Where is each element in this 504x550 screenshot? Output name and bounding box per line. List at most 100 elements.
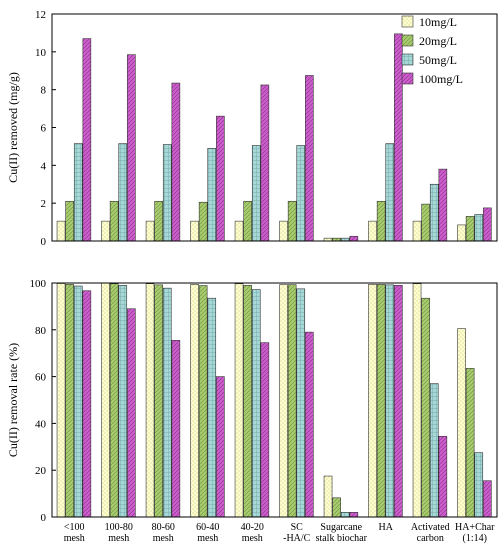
removed-bar <box>287 200 297 242</box>
rate-bar <box>216 376 225 518</box>
rate-bar <box>323 475 333 518</box>
y-tick-label: 2 <box>41 198 47 210</box>
rate-bar <box>385 284 395 518</box>
rate-bar <box>483 480 492 518</box>
category-label: 60-40 <box>196 522 219 533</box>
removed-bar <box>412 220 422 242</box>
chart-legend: 10mg/L 20mg/L 50mg/L 100mg/L <box>401 15 463 86</box>
category-label: -HA/C <box>283 533 311 544</box>
rate-bar <box>287 284 297 518</box>
category-label: 80-60 <box>152 522 175 533</box>
category-label: <100 <box>64 522 85 533</box>
category-label: HA <box>379 522 394 533</box>
legend-swatch <box>401 34 414 47</box>
removed-bar <box>190 220 199 242</box>
category-label: 100-80 <box>105 522 133 533</box>
y-tick-label: 20 <box>35 465 47 477</box>
legend-label: 100mg/L <box>419 72 463 86</box>
legend-swatch <box>401 53 414 66</box>
removed-bar <box>234 220 244 242</box>
removed-bar <box>465 216 475 242</box>
rate-bar <box>162 287 172 518</box>
removed-bar <box>216 115 225 242</box>
rate-bar <box>251 289 261 518</box>
rate-bar <box>457 328 466 518</box>
rate-bar <box>332 497 341 518</box>
rate-bar <box>412 283 422 518</box>
removed-bar <box>127 54 136 242</box>
rate-bar <box>429 383 439 518</box>
removed-bar <box>145 220 155 242</box>
rate-bar <box>56 283 66 518</box>
y-tick-label: 8 <box>41 85 47 97</box>
rate-bar <box>394 285 403 518</box>
removed-bar <box>73 143 83 242</box>
removed-bar <box>438 168 448 242</box>
rate-bar <box>154 284 163 518</box>
legend-swatch <box>401 72 414 85</box>
rate-bar <box>260 342 270 518</box>
rate-bar <box>340 512 350 518</box>
category-label: HA+Char <box>455 522 495 533</box>
removed-bar <box>198 201 208 242</box>
rate-bar <box>279 284 288 518</box>
removed-bar <box>260 84 270 242</box>
y-tick-label: 4 <box>41 160 47 172</box>
y-tick-label: 40 <box>35 418 47 430</box>
y-tick-label: 60 <box>35 372 47 384</box>
category-label: mesh <box>64 533 85 544</box>
rate-bar <box>296 288 306 518</box>
legend-label: 50mg/L <box>419 53 457 67</box>
rate-bar <box>474 452 484 518</box>
category-label: mesh <box>153 533 174 544</box>
rate-bar <box>109 283 119 518</box>
rate-bar <box>376 284 386 518</box>
category-label: (1:14) <box>463 533 487 544</box>
removed-bar <box>109 200 119 242</box>
rate-bar <box>198 285 208 518</box>
plot-frame <box>51 13 498 242</box>
removed-bar <box>305 75 314 242</box>
removed-bar <box>154 200 163 242</box>
rate-bar <box>438 435 448 518</box>
removed-bar <box>474 214 484 242</box>
y-tick-label: 0 <box>41 236 47 248</box>
removed-bar <box>394 33 403 242</box>
removed-bar <box>243 200 252 242</box>
category-label: mesh <box>197 533 218 544</box>
rate-bar <box>145 283 155 518</box>
y-tick-label: 12 <box>35 9 46 21</box>
rate-bar <box>101 282 110 518</box>
removed-bar <box>279 220 288 242</box>
category-label: mesh <box>242 533 263 544</box>
rate-bar <box>465 368 475 518</box>
removed-amount-chart: 0 2 4 6 8 10 12 Cu(II) removed (mg/g) <box>6 9 498 248</box>
removed-bar <box>82 38 92 242</box>
removed-bar <box>56 220 66 242</box>
removed-bar <box>207 148 217 242</box>
removed-bar <box>421 203 430 242</box>
y-tick-label: 80 <box>35 325 47 337</box>
category-label: Sugarcane <box>320 522 362 533</box>
legend-label: 10mg/L <box>419 15 457 29</box>
rate-bar <box>190 284 199 518</box>
removed-bar <box>118 143 128 242</box>
category-label: stalk biochar <box>316 533 368 544</box>
rate-bar <box>234 283 244 518</box>
legend-swatch <box>401 15 414 28</box>
category-label: SC <box>291 522 304 533</box>
y-tick-label: 100 <box>30 278 47 290</box>
removed-bar <box>65 200 74 242</box>
rate-bar <box>82 290 92 518</box>
rate-bar <box>73 285 83 518</box>
rate-bar <box>65 284 74 518</box>
rate-bar <box>305 331 314 518</box>
removed-bar <box>251 145 261 242</box>
removed-bar <box>349 235 359 242</box>
removed-bar <box>376 200 386 242</box>
legend-label: 20mg/L <box>419 34 457 48</box>
plot-frame <box>51 282 498 518</box>
rate-bar <box>368 284 377 518</box>
